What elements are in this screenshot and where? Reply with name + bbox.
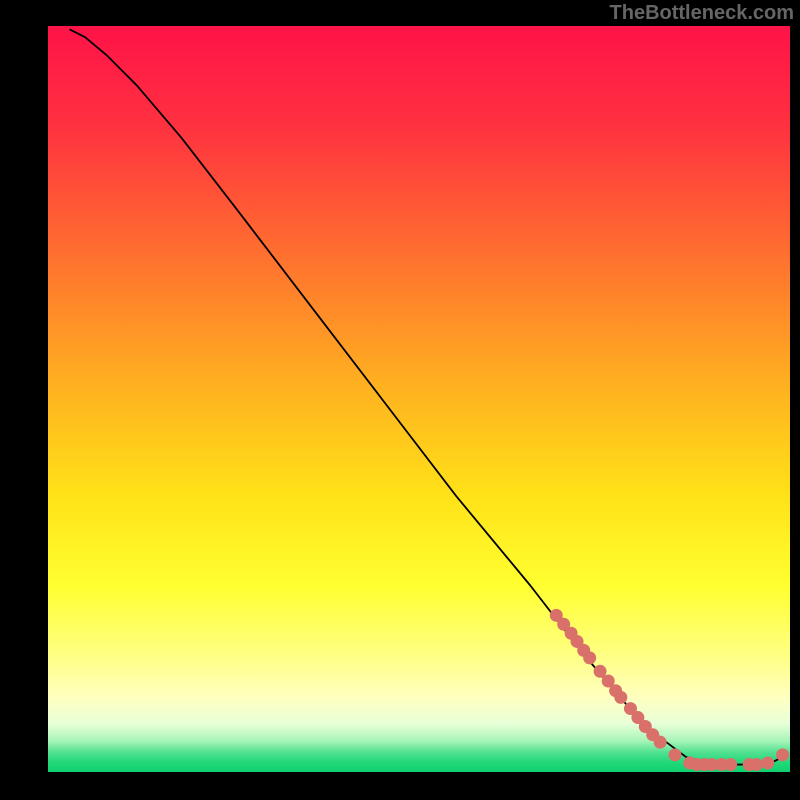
chart-marker <box>654 736 667 749</box>
chart-plot-area <box>48 26 790 772</box>
chart-marker <box>761 757 774 770</box>
chart-marker <box>668 748 681 761</box>
chart-marker <box>776 748 789 761</box>
chart-marker <box>750 758 763 771</box>
watermark-text: TheBottleneck.com <box>610 2 794 25</box>
chart-background <box>48 26 790 772</box>
chart-marker <box>614 691 627 704</box>
chart-svg <box>48 26 790 772</box>
chart-marker <box>724 758 737 771</box>
chart-marker <box>583 651 596 664</box>
